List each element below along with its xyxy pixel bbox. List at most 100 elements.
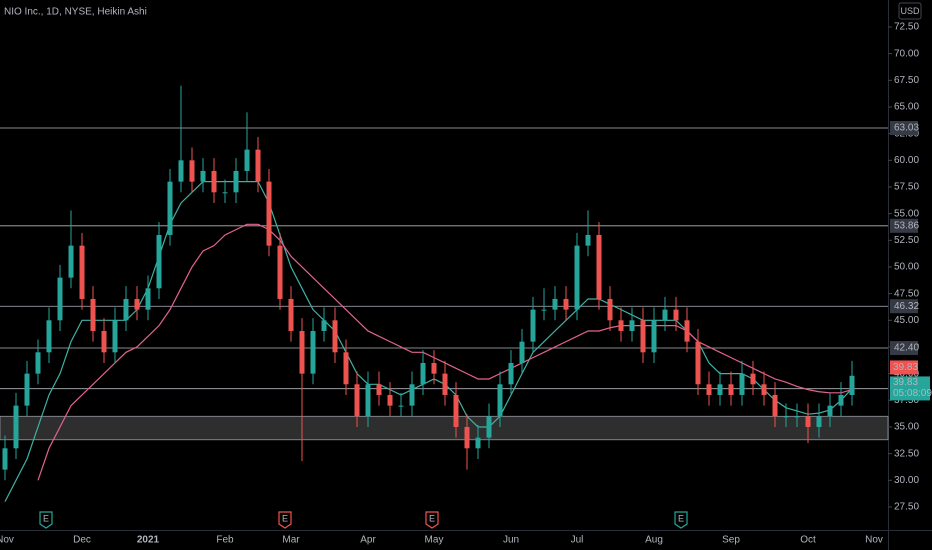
candle-body xyxy=(35,352,41,374)
candle-body xyxy=(420,362,426,385)
earnings-marker xyxy=(278,511,292,529)
x-tick-label: Apr xyxy=(360,535,376,546)
y-tick-label: 50.00 xyxy=(894,262,919,273)
candle-body xyxy=(46,320,52,353)
level-label-box xyxy=(890,341,918,356)
candle-body xyxy=(211,170,217,193)
candle-body xyxy=(673,309,679,321)
candle-body xyxy=(849,375,855,395)
candle-body xyxy=(376,384,382,395)
candle-body xyxy=(299,330,305,374)
candle-body xyxy=(464,426,470,449)
earnings-marker xyxy=(674,511,688,529)
x-tick-label: Jul xyxy=(571,535,584,546)
y-tick-label: 72.50 xyxy=(894,22,919,33)
y-tick-label: 57.50 xyxy=(894,182,919,193)
candle-body xyxy=(618,320,624,331)
x-tick-label: Nov xyxy=(865,535,883,546)
candle-body xyxy=(365,384,371,417)
y-tick-label: 55.00 xyxy=(894,208,919,219)
currency: USD xyxy=(900,6,920,16)
candle-body xyxy=(442,373,448,395)
level-label: 63.03 xyxy=(894,123,919,134)
candle-body xyxy=(827,405,833,417)
level-label-box xyxy=(890,120,918,135)
candle-body xyxy=(409,384,415,406)
candle-body xyxy=(244,149,250,171)
candle-body xyxy=(629,320,635,331)
earnings-label: E xyxy=(282,513,288,523)
last-price-label: 39.83 xyxy=(893,362,918,373)
level-label: 53.86 xyxy=(894,220,919,231)
candle-body xyxy=(431,362,437,374)
earnings-label: E xyxy=(678,513,684,523)
candle-body xyxy=(332,320,338,353)
candle-body xyxy=(816,416,822,427)
candle-body xyxy=(574,245,580,310)
x-tick-label: Sep xyxy=(722,535,740,546)
y-tick-label: 67.50 xyxy=(894,75,919,86)
candle-body xyxy=(277,245,283,299)
candle-body xyxy=(508,362,514,385)
candle-body xyxy=(486,416,492,438)
candle-body xyxy=(640,320,646,353)
x-tick-label: Mar xyxy=(282,535,300,546)
candle-body xyxy=(79,245,85,299)
candle-body xyxy=(739,373,745,395)
candle-body xyxy=(651,320,657,353)
candle-body xyxy=(321,320,327,331)
x-tick-label: Feb xyxy=(216,535,234,546)
candle-body xyxy=(838,394,844,406)
earnings-label: E xyxy=(43,513,49,523)
y-tick-label: 70.00 xyxy=(894,48,919,59)
candle-body xyxy=(783,416,789,418)
candle-body xyxy=(145,288,151,310)
candle-body xyxy=(134,298,140,310)
y-tick-label: 45.00 xyxy=(894,315,919,326)
x-tick-label: Oct xyxy=(800,535,816,546)
candle-body xyxy=(398,405,404,407)
candle-body xyxy=(728,384,734,395)
candle-body xyxy=(57,277,63,321)
candle-body xyxy=(750,373,756,385)
candle-body xyxy=(167,181,173,235)
candle-body xyxy=(475,437,481,449)
candle-body xyxy=(717,384,723,395)
candle-body xyxy=(497,384,503,417)
level-label-box xyxy=(890,299,918,314)
candle-body xyxy=(706,384,712,395)
x-tick-label: Jun xyxy=(503,535,519,546)
candle-body xyxy=(178,160,184,182)
candle-body xyxy=(112,320,118,353)
candle-body xyxy=(387,394,393,406)
y-tick-label: 32.50 xyxy=(894,448,919,459)
x-tick-label: Dec xyxy=(73,535,91,546)
candle-body xyxy=(607,298,613,321)
countdown: 05:08:09 xyxy=(893,388,932,399)
candle-body xyxy=(310,330,316,374)
candle-body xyxy=(68,245,74,278)
candle-body xyxy=(200,170,206,182)
x-tick-label: Nov xyxy=(0,535,14,546)
candle-body xyxy=(233,170,239,193)
candle-body xyxy=(541,309,547,311)
candle-body xyxy=(255,149,261,182)
price-countdown-box xyxy=(890,376,930,401)
candle-body xyxy=(13,405,19,449)
candle-body xyxy=(695,341,701,385)
earnings-marker xyxy=(425,511,439,529)
price-label: 39.83 xyxy=(893,377,918,388)
y-tick-label: 27.50 xyxy=(894,502,919,513)
x-tick-label: 2021 xyxy=(137,535,160,546)
candle-body xyxy=(156,234,162,289)
candle-body xyxy=(552,298,558,310)
candle-body xyxy=(266,181,272,246)
y-tick-label: 60.00 xyxy=(894,155,919,166)
candle-body xyxy=(662,309,668,321)
candle-body xyxy=(123,298,129,321)
support-zone xyxy=(0,415,889,441)
candle-body xyxy=(805,416,811,427)
currency-box xyxy=(898,2,922,20)
